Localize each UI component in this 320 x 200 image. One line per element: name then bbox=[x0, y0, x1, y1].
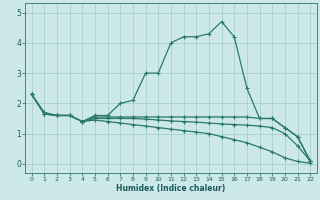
X-axis label: Humidex (Indice chaleur): Humidex (Indice chaleur) bbox=[116, 184, 226, 193]
